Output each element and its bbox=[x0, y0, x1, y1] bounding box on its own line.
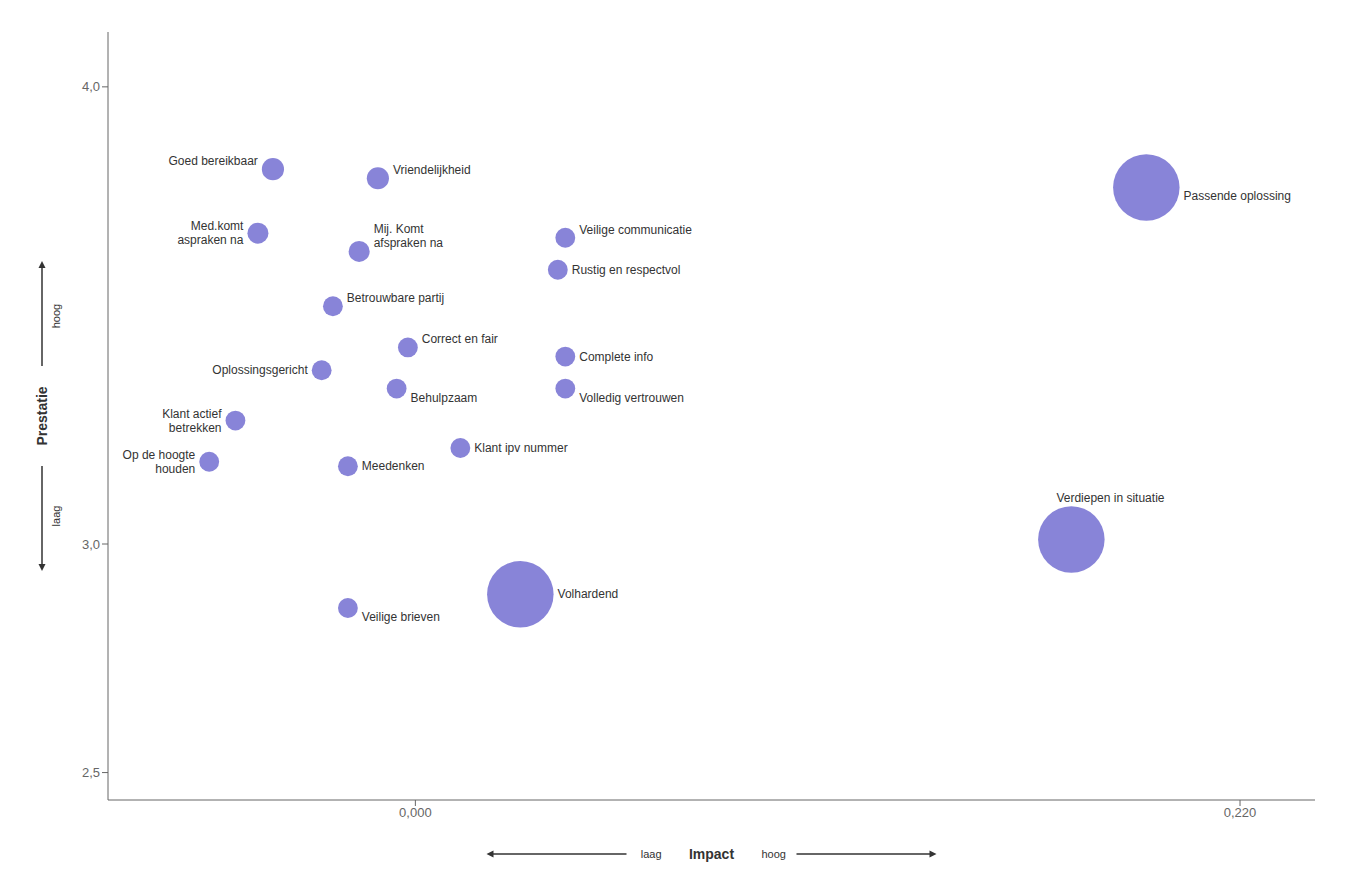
svg-text:hoog: hoog bbox=[762, 848, 786, 860]
svg-text:laag: laag bbox=[641, 848, 662, 860]
svg-text:Passende oplossing: Passende oplossing bbox=[1184, 189, 1291, 203]
svg-text:laag: laag bbox=[50, 506, 62, 527]
svg-text:0,000: 0,000 bbox=[399, 805, 432, 820]
svg-text:Goed bereikbaar: Goed bereikbaar bbox=[168, 154, 257, 168]
svg-text:0,220: 0,220 bbox=[1224, 805, 1257, 820]
svg-text:Impact: Impact bbox=[689, 846, 734, 862]
svg-text:2,5: 2,5 bbox=[82, 765, 100, 780]
svg-text:Veilige communicatie: Veilige communicatie bbox=[579, 223, 692, 237]
svg-text:Veilige brieven: Veilige brieven bbox=[362, 610, 440, 624]
svg-text:Volledig vertrouwen: Volledig vertrouwen bbox=[579, 391, 684, 405]
svg-text:Vriendelijkheid: Vriendelijkheid bbox=[393, 163, 471, 177]
svg-text:4,0: 4,0 bbox=[82, 79, 100, 94]
svg-text:Betrouwbare partij: Betrouwbare partij bbox=[347, 291, 444, 305]
svg-text:hoog: hoog bbox=[50, 304, 62, 328]
svg-text:Med.komtaspraken na: Med.komtaspraken na bbox=[177, 219, 244, 247]
svg-text:Volhardend: Volhardend bbox=[558, 587, 619, 601]
svg-text:Meedenken: Meedenken bbox=[362, 459, 425, 473]
svg-text:Rustig en respectvol: Rustig en respectvol bbox=[572, 263, 681, 277]
svg-text:Oplossingsgericht: Oplossingsgericht bbox=[212, 363, 308, 377]
svg-text:Verdiepen in situatie: Verdiepen in situatie bbox=[1056, 491, 1164, 505]
svg-text:Mij. Komtafspraken na: Mij. Komtafspraken na bbox=[374, 222, 444, 250]
svg-text:Complete info: Complete info bbox=[579, 350, 653, 364]
svg-text:Klant actiefbetrekken: Klant actiefbetrekken bbox=[162, 407, 222, 435]
svg-text:Behulpzaam: Behulpzaam bbox=[411, 391, 478, 405]
svg-text:Correct en fair: Correct en fair bbox=[422, 332, 498, 346]
svg-text:Op de hoogtehouden: Op de hoogtehouden bbox=[123, 448, 196, 476]
svg-text:Klant ipv nummer: Klant ipv nummer bbox=[474, 441, 567, 455]
svg-text:3,0: 3,0 bbox=[82, 537, 100, 552]
svg-text:Prestatie: Prestatie bbox=[34, 386, 50, 445]
